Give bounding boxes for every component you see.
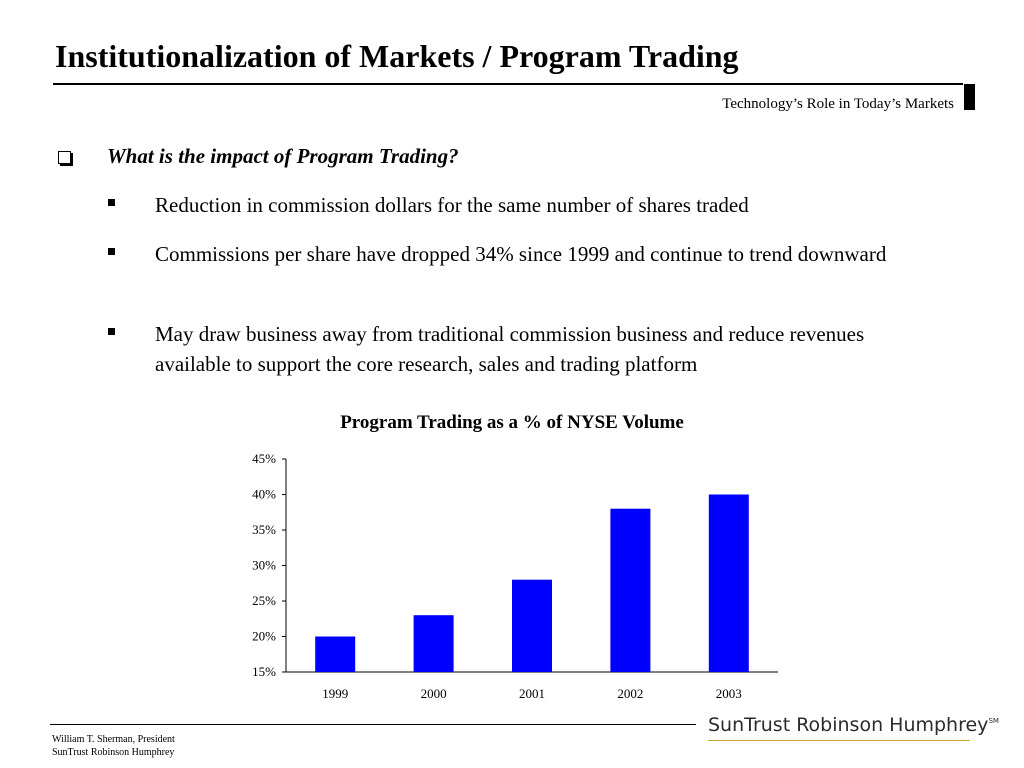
bar: [610, 508, 651, 672]
y-tick-label: 45%: [252, 451, 276, 466]
footer-divider: [50, 724, 696, 725]
x-tick-label: 2000: [421, 686, 447, 701]
checkbox-bullet-icon: [58, 151, 71, 164]
bar-chart: 15% 20% 25% 30% 35% 40% 45% 1999 2000 2001 2002 200…: [252, 451, 778, 701]
footer-credits: William T. Sherman, President SunTrust R…: [52, 733, 175, 759]
square-bullet-icon: [108, 248, 115, 255]
x-tick-label: 2001: [519, 686, 545, 701]
question-item: What is the impact of Program Trading?: [58, 144, 459, 169]
bar: [315, 636, 356, 672]
bar: [413, 615, 454, 672]
bullet-item: Commissions per share have dropped 34% s…: [108, 239, 908, 269]
y-tick-label: 25%: [252, 593, 276, 608]
chart-title: Program Trading as a % of NYSE Volume: [340, 412, 684, 433]
company-logo: SunTrust Robinson HumphreySM: [708, 714, 999, 736]
logo-text: SunTrust Robinson Humphrey: [708, 714, 989, 736]
question-text: What is the impact of Program Trading?: [107, 144, 459, 168]
bar: [708, 494, 749, 672]
y-tick-label: 30%: [252, 558, 276, 573]
y-tick-label: 35%: [252, 522, 276, 537]
y-tick-label: 15%: [252, 664, 276, 679]
x-tick-label: 1999: [322, 686, 348, 701]
footer-company: SunTrust Robinson Humphrey: [52, 747, 175, 758]
slide-subtitle: Technology’s Role in Today’s Markets: [722, 96, 954, 112]
bullet-text: Reduction in commission dollars for the …: [155, 193, 749, 217]
bullet-item: May draw business away from traditional …: [108, 319, 908, 379]
bar: [512, 579, 552, 672]
square-bullet-icon: [108, 199, 115, 206]
corner-accent-bar: [964, 84, 975, 110]
bullet-item: Reduction in commission dollars for the …: [108, 190, 908, 220]
y-tick-label: 40%: [252, 487, 276, 502]
y-tick-label: 20%: [252, 629, 276, 644]
x-tick-label: 2002: [617, 686, 643, 701]
bullet-text: Commissions per share have dropped 34% s…: [155, 242, 887, 266]
bullet-text: May draw business away from traditional …: [155, 322, 865, 376]
x-tick-label: 2003: [716, 686, 742, 701]
square-bullet-icon: [108, 328, 115, 335]
footer-author: William T. Sherman, President: [52, 734, 175, 745]
logo-underline: [708, 740, 970, 741]
logo-service-mark: SM: [988, 717, 999, 725]
title-divider: [53, 83, 963, 85]
slide-title: Institutionalization of Markets / Progra…: [55, 38, 739, 74]
